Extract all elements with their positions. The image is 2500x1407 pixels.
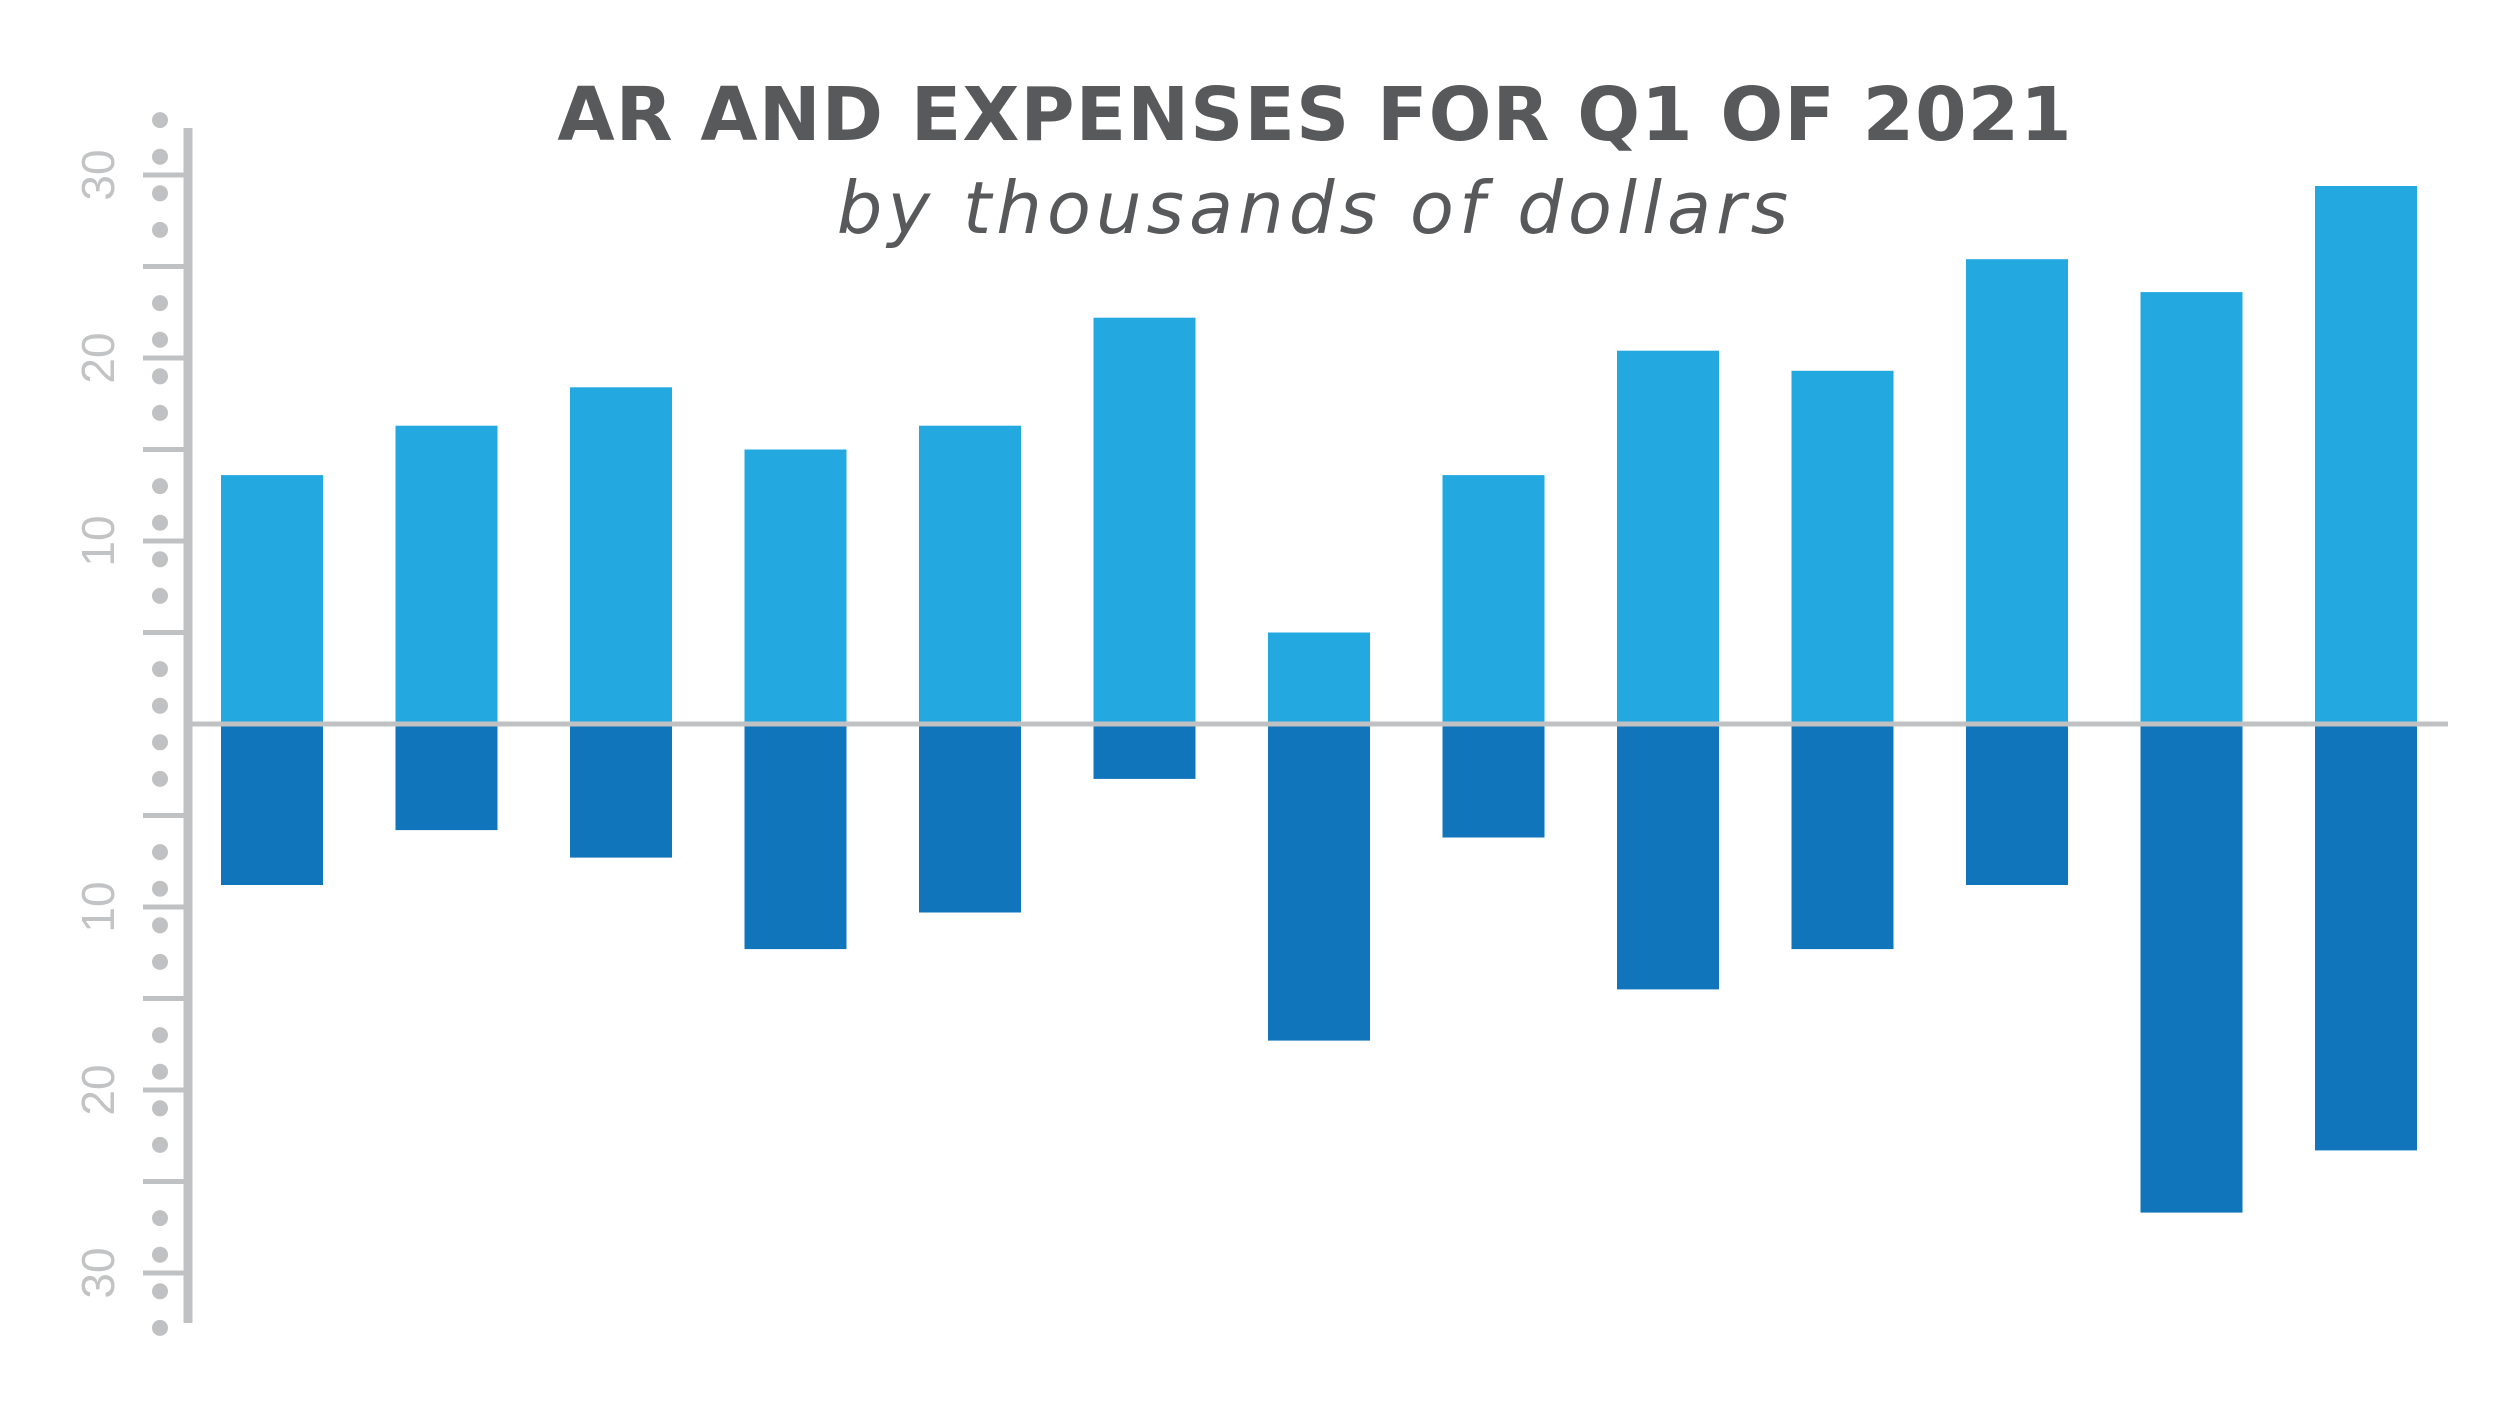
expense-bar-9 [1617, 724, 1719, 990]
y-axis-dot [152, 1210, 168, 1227]
ar-bar-4 [744, 449, 847, 724]
y-axis-dot [152, 1100, 168, 1117]
y-axis-dot [152, 148, 168, 165]
y-axis-dot [152, 514, 168, 531]
y-tick-label: 10 [72, 515, 124, 566]
y-tick-label: 30 [72, 149, 124, 200]
y-tick-label: 20 [72, 1064, 124, 1115]
expense-bar-5 [919, 724, 1021, 913]
y-axis-dot [152, 697, 168, 714]
ar-bar-10 [1791, 370, 1894, 724]
ar-bar-13 [2315, 186, 2417, 724]
y-axis-dot [152, 917, 168, 934]
y-axis-dot [152, 551, 168, 568]
y-axis-dot [152, 1136, 168, 1153]
y-axis-dot [152, 953, 168, 970]
y-axis-dot [152, 331, 168, 348]
ar-bar-3 [570, 387, 672, 724]
expense-bar-12 [2140, 724, 2243, 1213]
expense-bar-2 [395, 724, 498, 831]
expense-bar-11 [1966, 724, 2068, 885]
ar-bar-2 [395, 425, 498, 724]
y-axis-dot [152, 734, 168, 751]
ar-bar-7 [1268, 632, 1370, 724]
expense-bar-10 [1791, 724, 1894, 950]
expense-bar-3 [570, 724, 672, 858]
y-axis-dot [152, 661, 168, 678]
ar-bar-11 [1966, 259, 2068, 724]
y-tick-label: 20 [72, 332, 124, 383]
expense-bar-8 [1442, 724, 1545, 838]
y-axis-dot [152, 587, 168, 604]
bars-layer [221, 186, 2417, 1213]
ar-bar-5 [919, 425, 1021, 724]
ar-bar-1 [221, 475, 323, 724]
y-axis-dot [152, 1063, 168, 1080]
y-axis-dot [152, 1319, 168, 1336]
expense-bar-13 [2315, 724, 2417, 1151]
y-axis: 30 20 10 10 20 30 [72, 112, 193, 1336]
ar-bar-8 [1442, 475, 1545, 724]
expense-bar-1 [221, 724, 323, 885]
y-axis-dot [152, 185, 168, 202]
y-axis-dot [152, 478, 168, 495]
chart-title: AR AND EXPENSES FOR Q1 OF 2021 [557, 72, 2073, 158]
y-tick-label: 10 [72, 881, 124, 932]
y-axis-dot [152, 1246, 168, 1263]
chart-subtitle: by thousands of dollars [836, 166, 1794, 250]
y-axis-dot [152, 844, 168, 861]
y-axis-dot [152, 770, 168, 787]
y-axis-dot [152, 368, 168, 385]
y-axis-dot [152, 1027, 168, 1044]
y-axis-dot [152, 221, 168, 238]
ar-bar-6 [1093, 317, 1196, 724]
expense-bar-4 [744, 724, 847, 950]
ar-bar-12 [2140, 292, 2243, 724]
y-axis-dot [152, 295, 168, 312]
y-axis-dot [152, 404, 168, 421]
y-axis-dot [152, 880, 168, 897]
y-axis-dot [152, 112, 168, 129]
y-tick-label: 30 [72, 1247, 124, 1298]
ar-bar-9 [1617, 350, 1719, 724]
expense-bar-7 [1268, 724, 1370, 1041]
y-axis-dot [152, 1283, 168, 1300]
expense-bar-6 [1093, 724, 1196, 779]
